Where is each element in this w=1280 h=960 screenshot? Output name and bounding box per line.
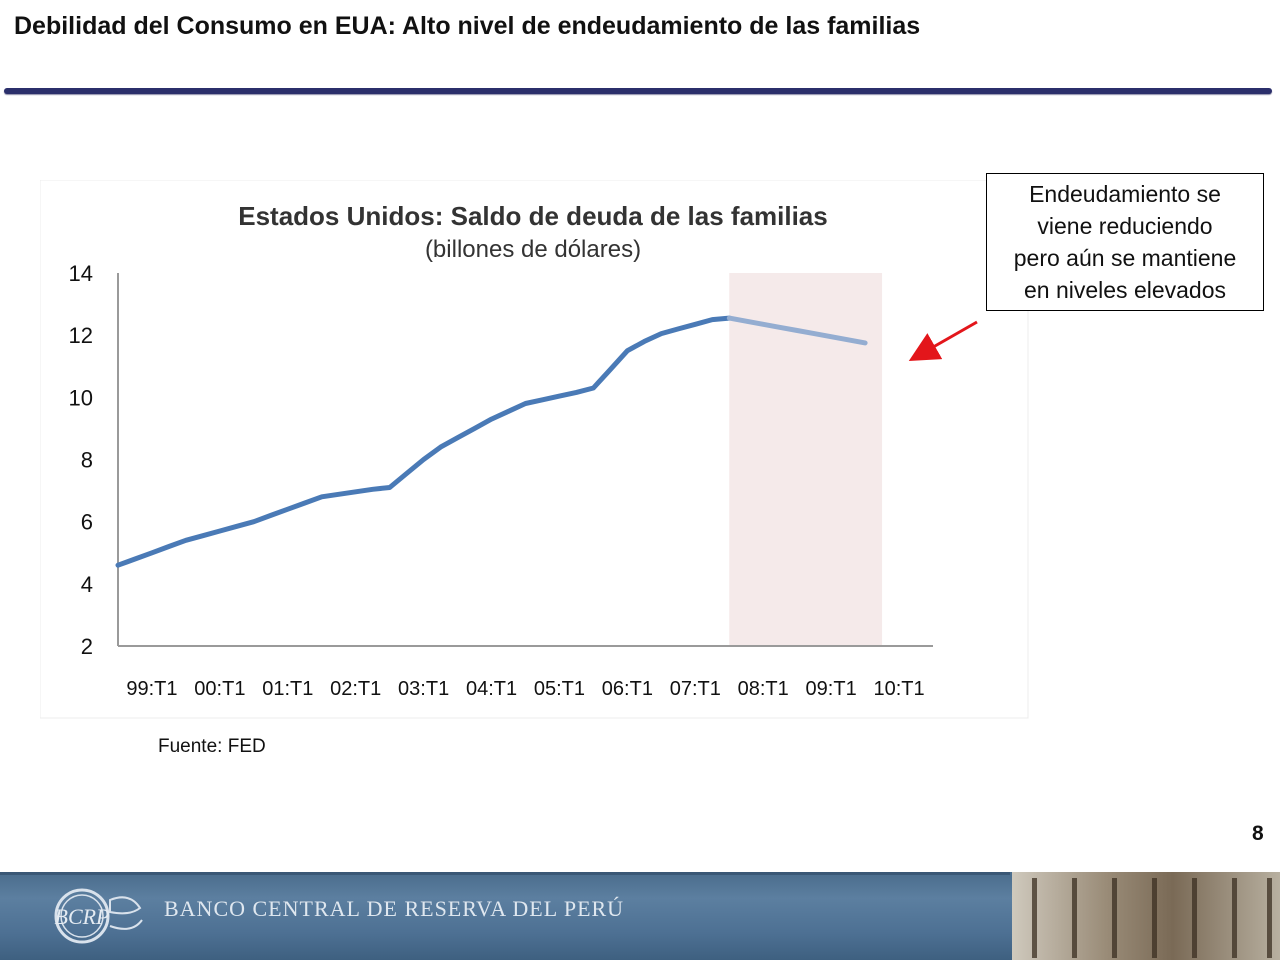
x-tick-label: 06:T1 [602, 678, 653, 700]
x-tick-label: 10:T1 [873, 678, 924, 700]
y-tick-label: 4 [81, 572, 93, 597]
callout-text: Endeudamiento se viene reduciendo pero a… [1013, 181, 1237, 303]
debt-series-line-recent [726, 315, 868, 346]
footer-stripe [0, 872, 1010, 875]
debt-series-line [115, 315, 732, 568]
y-tick-label: 12 [69, 323, 93, 348]
bcrp-seal-logo: BCRP [54, 888, 143, 944]
y-tick-label: 14 [69, 261, 93, 286]
x-tick-label: 05:T1 [534, 678, 585, 700]
seal-letters: BCRP [55, 904, 110, 929]
y-tick-label: 2 [81, 634, 93, 659]
chart-svg: Estados Unidos: Saldo de deuda de las fa… [40, 180, 1029, 719]
y-tick-label: 10 [69, 385, 93, 410]
x-tick-label: 07:T1 [670, 678, 721, 700]
footer-band: BCRP BANCO CENTRAL DE RESERVA DEL PERÚ [0, 872, 1280, 960]
annotation-callout: Endeudamiento se viene reduciendo pero a… [986, 173, 1264, 311]
x-tick-label: 01:T1 [262, 678, 313, 700]
y-tick-labels: 2 4 6 8 10 12 14 [69, 261, 93, 659]
bank-name: BANCO CENTRAL DE RESERVA DEL PERÚ [164, 896, 625, 921]
y-tick-label: 8 [81, 448, 93, 473]
source-note: Fuente: FED [158, 736, 266, 757]
x-tick-label: 09:T1 [806, 678, 857, 700]
title-divider [4, 88, 1272, 94]
debt-chart: Estados Unidos: Saldo de deuda de las fa… [40, 180, 1030, 720]
building-photo [1012, 872, 1280, 960]
x-tick-label: 04:T1 [466, 678, 517, 700]
x-tick-label: 02:T1 [330, 678, 381, 700]
y-tick-label: 6 [81, 510, 93, 535]
x-tick-labels: 99:T1 00:T1 01:T1 02:T1 03:T1 04:T1 05:T1 06:T1… [126, 678, 924, 700]
chart-title: Estados Unidos: Saldo de deuda de las fa… [238, 201, 827, 231]
shaded-region [729, 273, 883, 646]
series-layer [115, 315, 868, 568]
slide-title: Debilidad del Consumo en EUA: Alto nivel… [14, 12, 921, 40]
x-tick-label: 00:T1 [194, 678, 245, 700]
x-tick-label: 99:T1 [126, 678, 177, 700]
x-tick-label: 03:T1 [398, 678, 449, 700]
chart-subtitle: (billones de dólares) [425, 236, 641, 263]
x-tick-label: 08:T1 [738, 678, 789, 700]
page-number: 8 [1252, 822, 1264, 845]
